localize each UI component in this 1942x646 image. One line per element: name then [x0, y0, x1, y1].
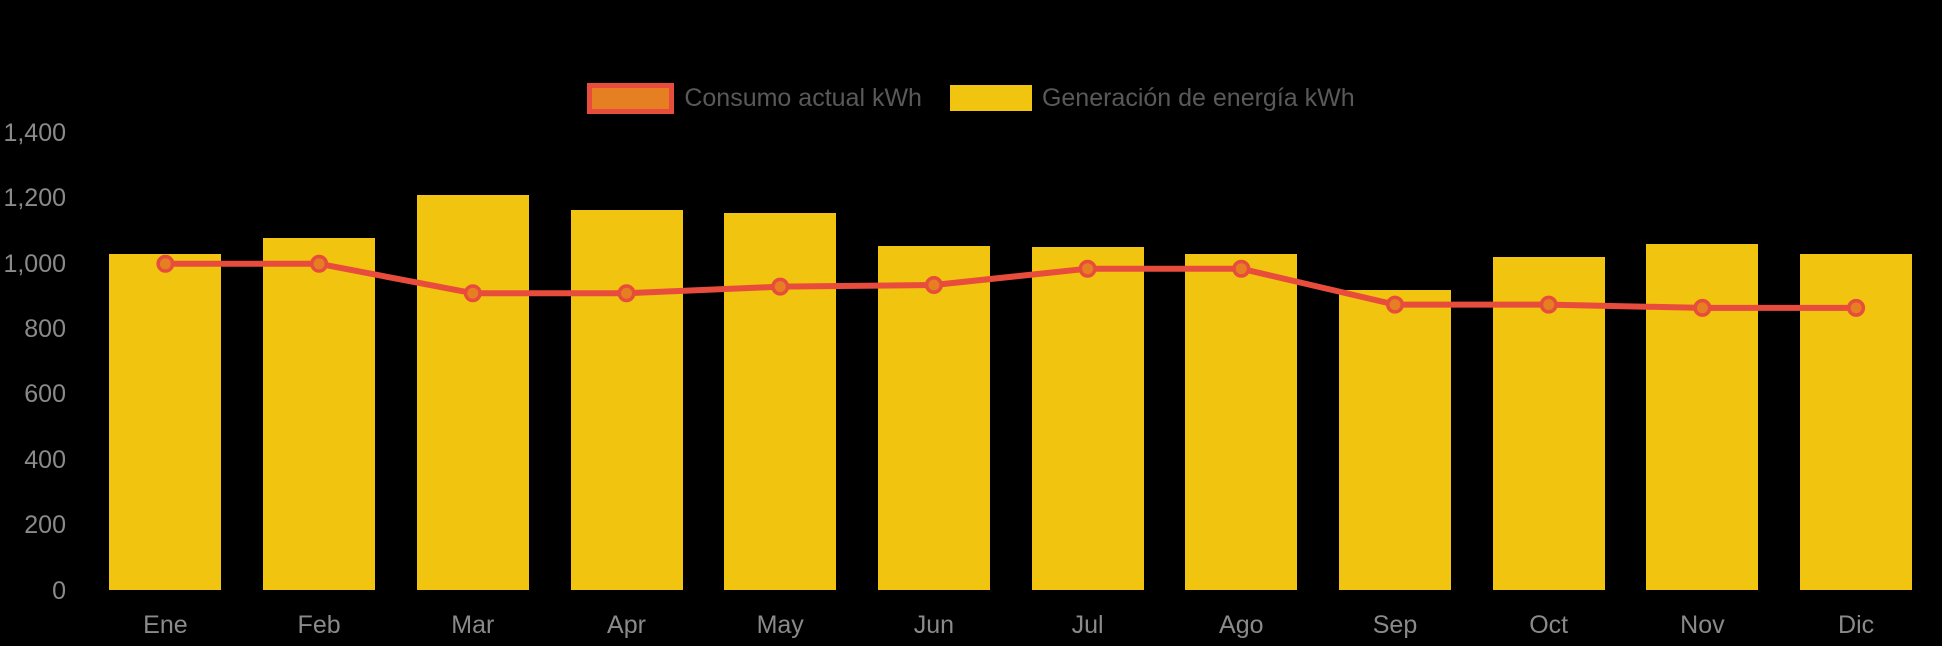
y-axis-label-400: 400 — [24, 445, 66, 474]
x-axis-label-mar: Mar — [451, 611, 495, 639]
bar-may[interactable] — [724, 213, 837, 591]
consumo-point-ene[interactable] — [156, 254, 175, 273]
consumo-point-sep[interactable] — [1386, 295, 1404, 314]
bar-jun[interactable] — [877, 245, 990, 591]
y-axis-label-1400: 1,400 — [3, 119, 66, 148]
bar-jul[interactable] — [1031, 247, 1144, 591]
consumo-line — [162, 260, 1860, 311]
x-axis-label-nov: Nov — [1680, 611, 1725, 639]
legend-label-generacion: Generación de energía kWh — [1041, 84, 1355, 112]
y-axis-label-600: 600 — [24, 380, 66, 409]
y-axis-label-0: 0 — [52, 576, 66, 605]
consumo-point-ago[interactable] — [1232, 259, 1251, 278]
x-axis-label-sep: Sep — [1372, 611, 1418, 639]
consumo-point-mar[interactable] — [463, 284, 482, 303]
x-axis-label-ago: Ago — [1219, 611, 1264, 639]
bar-apr[interactable] — [570, 209, 683, 591]
consumo-point-jun[interactable] — [924, 276, 943, 295]
x-axis-label-feb: Feb — [297, 611, 341, 639]
legend-item-generacion[interactable]: Generación de energía kWh — [949, 80, 1355, 116]
legend-item-consumo[interactable]: Consumo actual kWh — [587, 80, 922, 116]
y-axis-label-800: 800 — [24, 315, 66, 344]
consumo-point-jul[interactable] — [1078, 259, 1097, 278]
consumo-point-nov[interactable] — [1693, 298, 1712, 317]
consumo-point-may[interactable] — [771, 277, 790, 296]
bar-mar[interactable] — [416, 195, 529, 591]
bar-sep[interactable] — [1339, 289, 1451, 591]
generacion-legend-swatch-icon — [949, 85, 1032, 111]
x-axis-label-dic: Dic — [1838, 611, 1875, 639]
legend-label-consumo: Consumo actual kWh — [684, 84, 922, 112]
consumo-point-oct[interactable] — [1539, 295, 1558, 314]
consumo-point-dic[interactable] — [1847, 298, 1866, 317]
bar-feb[interactable] — [263, 237, 376, 591]
x-axis-label-ene: Ene — [143, 611, 188, 639]
y-axis-label-1200: 1,200 — [3, 184, 66, 213]
bar-ene[interactable] — [109, 253, 222, 591]
x-axis-label-oct: Oct — [1529, 611, 1569, 639]
consumo-point-feb[interactable] — [310, 254, 329, 273]
chart-legend: Consumo actual kWh Generación de energía… — [0, 80, 1942, 116]
bar-ago[interactable] — [1185, 253, 1298, 591]
consumo-legend-swatch-icon — [587, 82, 675, 114]
x-axis-label-apr: Apr — [607, 611, 646, 639]
x-axis-label-jul: Jul — [1071, 611, 1104, 639]
y-axis-label-200: 200 — [24, 511, 66, 540]
consumo-point-apr[interactable] — [617, 284, 636, 303]
y-axis-label-1000: 1,000 — [3, 249, 66, 278]
x-axis-label-may: May — [756, 611, 804, 639]
x-axis-label-jun: Jun — [913, 611, 955, 639]
